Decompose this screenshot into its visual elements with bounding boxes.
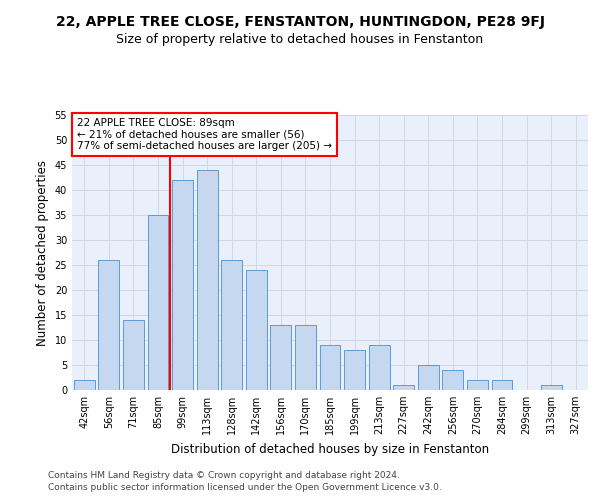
Bar bbox=[148, 215, 169, 390]
Bar bbox=[368, 345, 389, 390]
Bar bbox=[320, 345, 340, 390]
Bar bbox=[197, 170, 218, 390]
Text: Size of property relative to detached houses in Fenstanton: Size of property relative to detached ho… bbox=[116, 32, 484, 46]
Bar bbox=[344, 350, 365, 390]
Bar bbox=[123, 320, 144, 390]
Bar bbox=[541, 385, 562, 390]
Bar bbox=[393, 385, 414, 390]
Bar bbox=[467, 380, 488, 390]
Bar bbox=[74, 380, 95, 390]
Text: 22 APPLE TREE CLOSE: 89sqm
← 21% of detached houses are smaller (56)
77% of semi: 22 APPLE TREE CLOSE: 89sqm ← 21% of deta… bbox=[77, 118, 332, 151]
Bar bbox=[221, 260, 242, 390]
Text: 22, APPLE TREE CLOSE, FENSTANTON, HUNTINGDON, PE28 9FJ: 22, APPLE TREE CLOSE, FENSTANTON, HUNTIN… bbox=[56, 15, 545, 29]
Bar bbox=[442, 370, 463, 390]
X-axis label: Distribution of detached houses by size in Fenstanton: Distribution of detached houses by size … bbox=[171, 442, 489, 456]
Bar bbox=[418, 365, 439, 390]
Bar bbox=[295, 325, 316, 390]
Bar bbox=[491, 380, 512, 390]
Bar bbox=[172, 180, 193, 390]
Bar bbox=[271, 325, 292, 390]
Y-axis label: Number of detached properties: Number of detached properties bbox=[36, 160, 49, 346]
Bar bbox=[246, 270, 267, 390]
Bar bbox=[98, 260, 119, 390]
Text: Contains HM Land Registry data © Crown copyright and database right 2024.: Contains HM Land Registry data © Crown c… bbox=[48, 471, 400, 480]
Text: Contains public sector information licensed under the Open Government Licence v3: Contains public sector information licen… bbox=[48, 484, 442, 492]
